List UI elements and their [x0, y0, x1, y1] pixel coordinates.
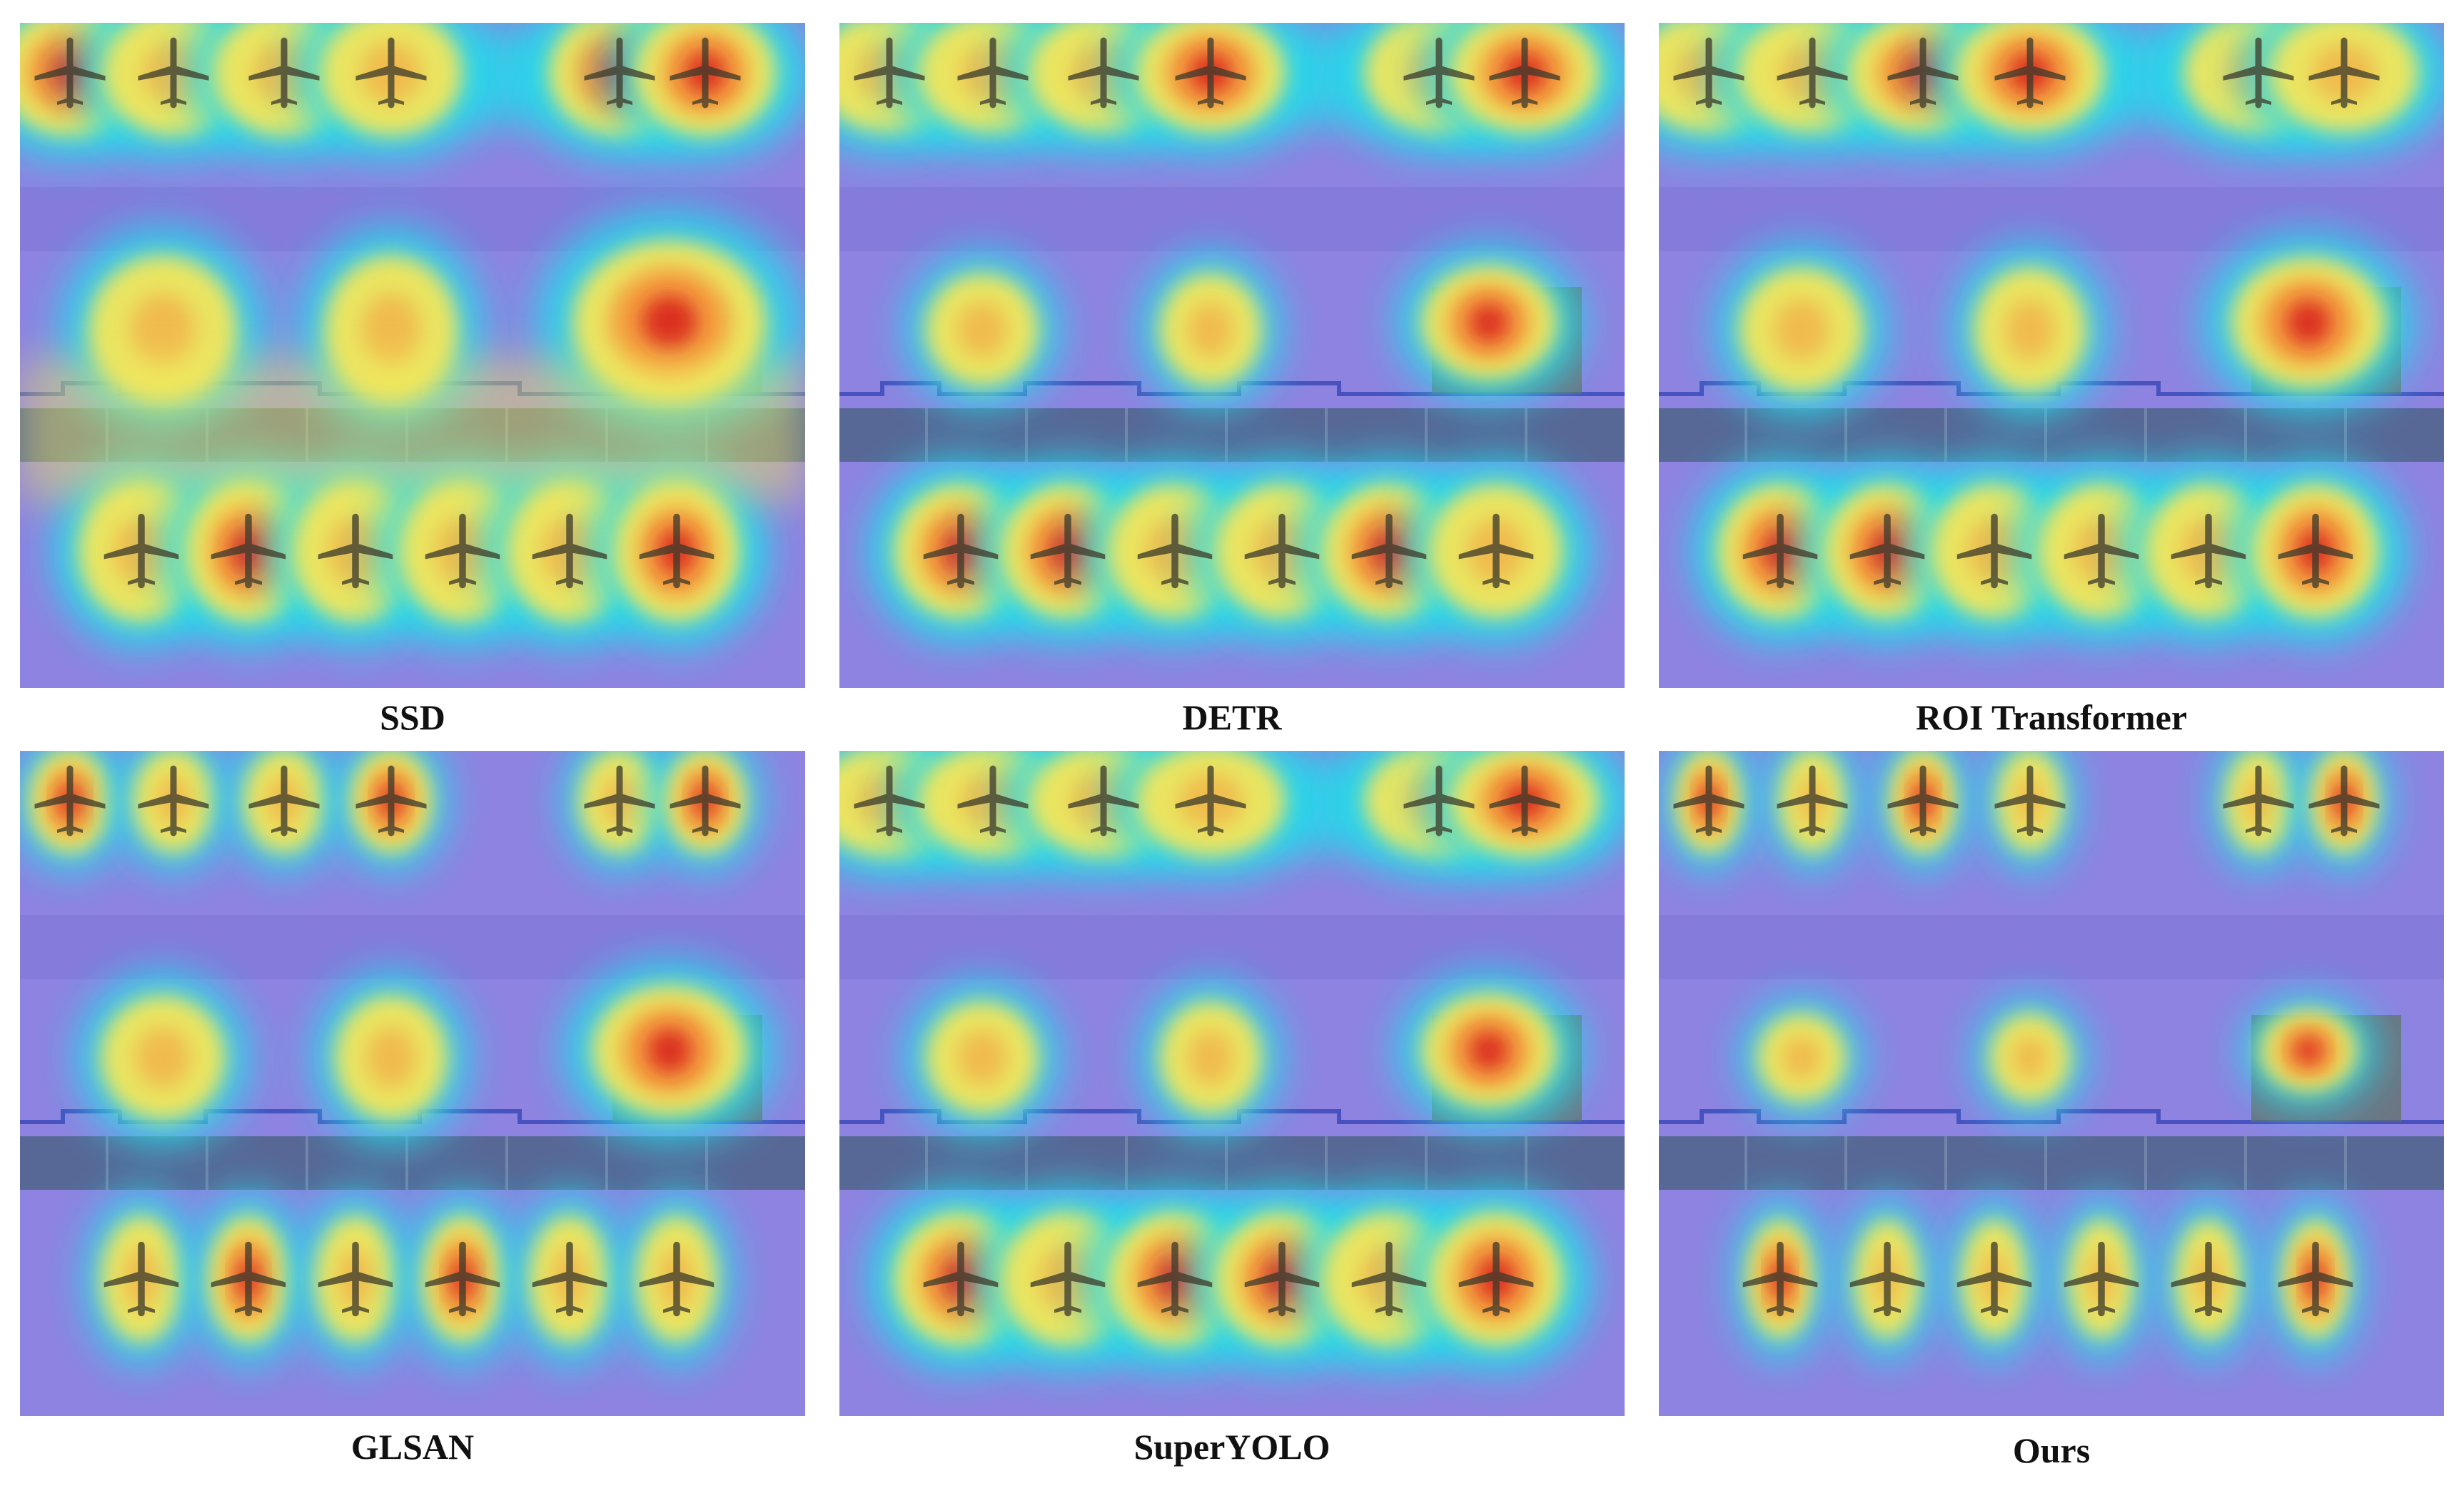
- panel-caption-glsan: GLSAN: [350, 1427, 475, 1467]
- panel-caption-superyolo: SuperYOLO: [1133, 1427, 1331, 1467]
- heatmap-image: [839, 23, 1625, 688]
- panel-caption-ours: Ours: [2012, 1430, 2091, 1470]
- heatmap-image: [1659, 751, 2444, 1416]
- heatmap-image: [20, 23, 805, 688]
- heatmap-image: [1659, 23, 2444, 688]
- heatmap-panel-ssd: [20, 23, 805, 688]
- heatmap-panel-glsan: [20, 751, 805, 1416]
- heatmap-panel-ours: [1659, 751, 2444, 1416]
- panel-caption-detr: DETR: [1182, 697, 1282, 737]
- heatmap-panel-superyolo: [839, 751, 1625, 1416]
- heatmap-panel-detr: [839, 23, 1625, 688]
- panel-caption-ssd: SSD: [380, 697, 445, 737]
- panel-caption-roi-transformer: ROI Transformer: [1915, 697, 2188, 737]
- heatmap-image: [20, 751, 805, 1416]
- heatmap-image: [839, 751, 1625, 1416]
- heatmap-panel-roi-transformer: [1659, 23, 2444, 688]
